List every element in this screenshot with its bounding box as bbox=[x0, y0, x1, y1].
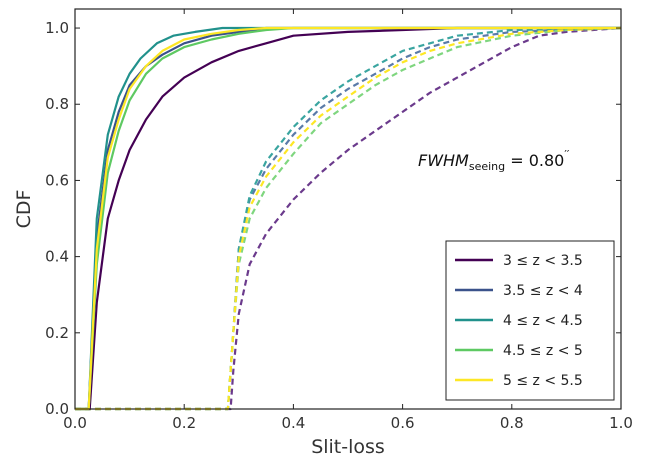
legend-label: 3.5 ≤ z < 4 bbox=[503, 283, 583, 299]
series-line-solid-6 bbox=[75, 26, 621, 411]
legend: 3 ≤ z < 3.5 3.5 ≤ z < 4 4 ≤ z < 4.5 4.5 ≤ z… bbox=[445, 240, 615, 401]
y-tick-label: 1.0 bbox=[45, 19, 69, 37]
series-line-solid-8 bbox=[75, 26, 621, 411]
annotation-value: = 0.80 bbox=[505, 151, 564, 170]
x-tick-label: 0.8 bbox=[500, 414, 524, 432]
y-tick-label: 0.2 bbox=[45, 324, 69, 342]
series-line-solid-4 bbox=[75, 26, 621, 411]
annotation-main: FWHM bbox=[418, 151, 469, 170]
y-tick-label: 0.0 bbox=[45, 400, 69, 418]
x-tick-label: 0.0 bbox=[63, 414, 87, 432]
x-tick-label: 1.0 bbox=[609, 414, 633, 432]
x-tick-label: 0.6 bbox=[391, 414, 415, 432]
legend-label: 3 ≤ z < 3.5 bbox=[503, 253, 583, 269]
series-lines bbox=[75, 26, 622, 411]
y-axis-label: CDF bbox=[13, 190, 35, 229]
series-line-dashed-1 bbox=[75, 26, 622, 411]
annotation-subscript: seeing bbox=[469, 160, 505, 173]
axis-ticks: 0.0 0.2 0.4 0.6 0.8 1.0 0.0 0.2 0.4 0.6 0.8 1.0 bbox=[45, 9, 633, 432]
plot-frame bbox=[74, 8, 622, 410]
series-line-solid-0 bbox=[75, 26, 621, 411]
y-tick-label: 0.6 bbox=[45, 171, 69, 189]
y-tick-label: 0.8 bbox=[45, 95, 69, 113]
legend-label: 5 ≤ z < 5.5 bbox=[503, 373, 583, 389]
annotation-arcsec: ′′ bbox=[564, 148, 569, 161]
x-tick-label: 0.2 bbox=[172, 414, 196, 432]
legend-label: 4.5 ≤ z < 5 bbox=[503, 343, 583, 359]
x-tick-label: 0.4 bbox=[281, 414, 305, 432]
seeing-annotation: FWHMseeing = 0.80′′ bbox=[418, 148, 570, 173]
series-line-dashed-5 bbox=[75, 26, 622, 411]
y-tick-label: 0.4 bbox=[45, 248, 69, 266]
x-axis-label: Slit-loss bbox=[311, 436, 385, 458]
legend-label: 4 ≤ z < 4.5 bbox=[503, 313, 583, 329]
